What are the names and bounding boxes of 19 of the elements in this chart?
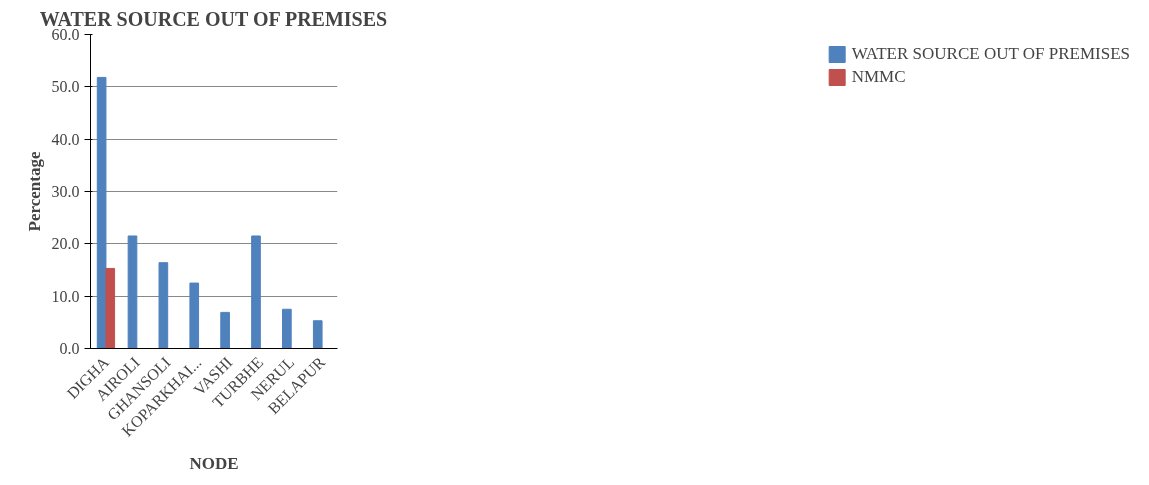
x-axis-title: NODE bbox=[189, 453, 239, 473]
bar bbox=[251, 235, 261, 349]
y-tick-label: 40.0 bbox=[51, 130, 80, 148]
y-tick-label: 50.0 bbox=[51, 78, 80, 96]
bar bbox=[158, 262, 169, 349]
y-tick-label: 30.0 bbox=[51, 183, 80, 200]
y-tick-label: 0.0 bbox=[59, 340, 80, 357]
bar bbox=[312, 320, 323, 349]
bar bbox=[189, 282, 200, 349]
y-axis-title: Percentage bbox=[24, 151, 44, 232]
y-tick-label: 20.0 bbox=[51, 235, 80, 253]
legend-label: WATER SOURCE OUT OF PREMISES bbox=[851, 44, 1130, 64]
bar bbox=[127, 235, 138, 349]
bar bbox=[96, 76, 107, 349]
legend-label: NMMC bbox=[851, 67, 907, 87]
bar bbox=[282, 308, 292, 349]
bar bbox=[220, 311, 230, 349]
y-tick-label: 10.0 bbox=[51, 287, 80, 305]
bar bbox=[105, 267, 116, 349]
